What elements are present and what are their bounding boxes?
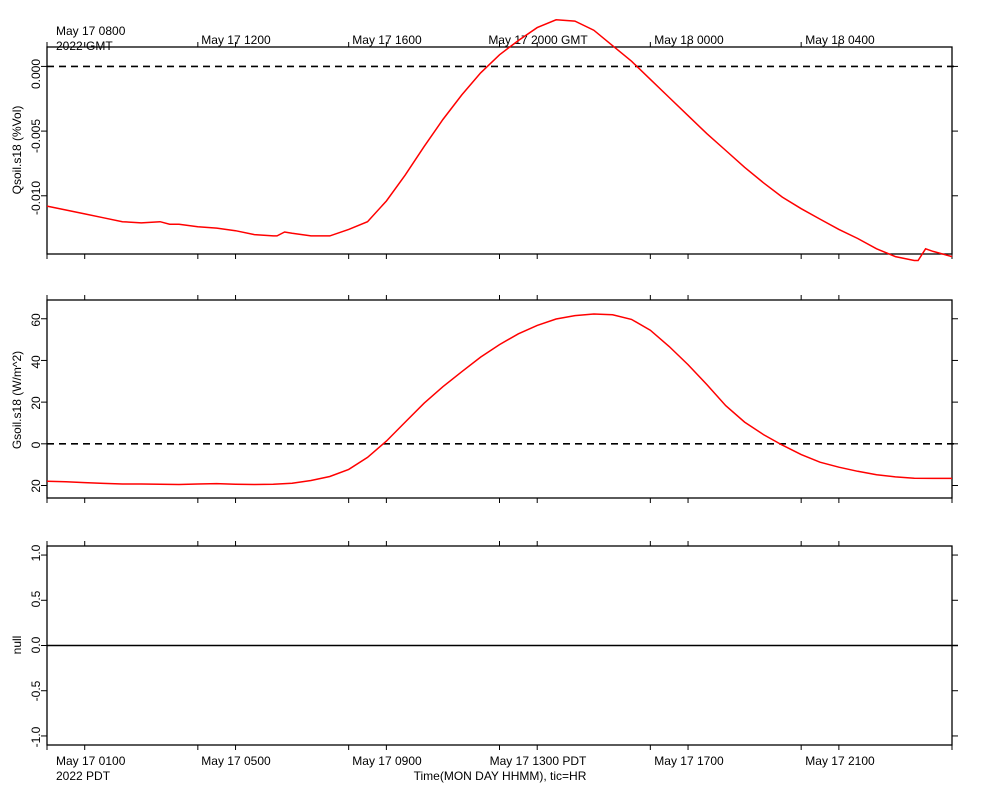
y-tick-label: 60 (29, 313, 43, 327)
bottom-year-label: 2022 PDT (56, 769, 111, 783)
y-tick-label: 0 (29, 441, 43, 448)
plot-frame (46, 299, 953, 499)
top-tick-label: May 17 1200 (201, 33, 271, 47)
y-tick-labels: 1.0 0.5 0.0 -0.5 -1.0 (29, 544, 43, 747)
bottom-tick-label: May 17 2100 (805, 754, 875, 768)
top-tick-label: May 18 0000 (654, 33, 724, 47)
y-tick-label: 1.0 (29, 544, 43, 561)
bottom-tick-label: May 17 1300 PDT (490, 754, 587, 768)
bottom-tick-label: May 17 0100 (56, 754, 126, 768)
series-line (46, 19, 953, 262)
series-line (46, 313, 952, 486)
y-axis-label: null (10, 636, 24, 655)
y-tick-label: -0.5 (29, 680, 43, 701)
y-tick-label: -0.010 (29, 181, 43, 215)
y-tick-label: 0.000 (29, 59, 43, 89)
y-tick-label: -0.005 (29, 119, 43, 153)
panel-gsoil: Gsoil.s18 (W/m^2) 60 40 20 0 20 (10, 295, 958, 503)
panel-null: null 1.0 0.5 0.0 -0.5 -1.0 (10, 541, 958, 750)
top-axis-labels: May 17 0800 2022 GMT May 17 1200 May 17 … (56, 24, 875, 53)
y-tick-label: 20 (29, 396, 43, 410)
plot-frame (46, 46, 953, 255)
y-tick-labels: 60 40 20 0 20 (29, 313, 43, 493)
y-tick-label: -1.0 (29, 726, 43, 747)
y-tick-label: 0.0 (29, 636, 43, 653)
bottom-tick-label: May 17 0500 (201, 754, 271, 768)
y-axis-label: Qsoil.s18 (%Vol) (10, 106, 24, 195)
y-axis-label: Gsoil.s18 (W/m^2) (10, 351, 24, 449)
y-tick-label: 0.5 (29, 590, 43, 607)
bottom-axis-labels: May 17 0100 2022 PDT May 17 0500 May 17 … (56, 754, 875, 783)
panel-qsoil: Qsoil.s18 (%Vol) 0.000 -0.005 -0.010 (10, 19, 958, 262)
bottom-tick-label: May 17 0900 (352, 754, 422, 768)
top-tick-label: May 17 2000 GMT (488, 33, 588, 47)
y-tick-label: 20 (29, 479, 43, 493)
top-tick-label: May 18 0400 (805, 33, 875, 47)
top-tick-label: May 17 0800 (56, 24, 126, 38)
bottom-tick-label: May 17 1700 (654, 754, 724, 768)
x-axis-title: Time(MON DAY HHMM), tic=HR (414, 769, 587, 783)
y-tick-labels: 0.000 -0.005 -0.010 (29, 59, 43, 215)
top-tick-label: May 17 1600 (352, 33, 422, 47)
y-tick-label: 40 (29, 355, 43, 369)
